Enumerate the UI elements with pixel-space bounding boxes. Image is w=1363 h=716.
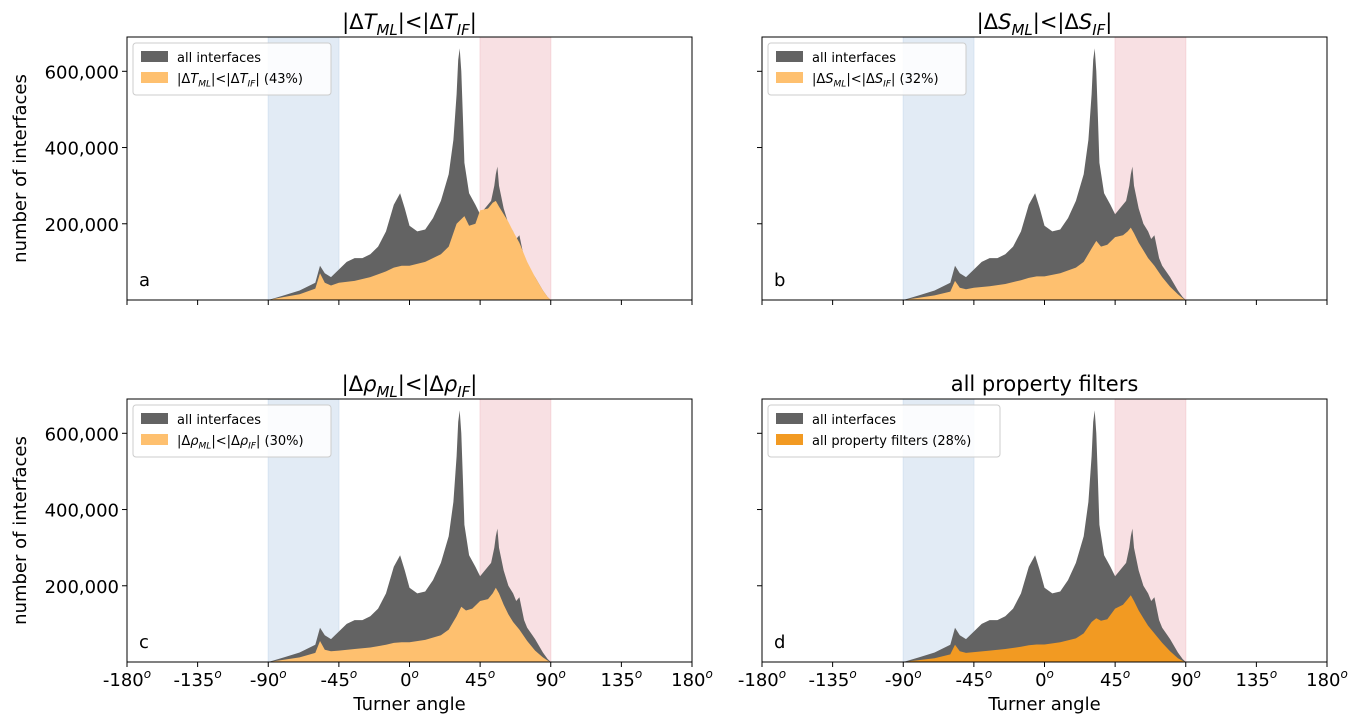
y-axis-label: number of interfaces [10, 436, 31, 625]
panel-title: |ΔSML​|<|ΔSIF​| [977, 10, 1113, 39]
panel-a: 200,000 400,000 600,000 |ΔTML​|<|ΔTIF​| a num… [10, 10, 693, 305]
x-tick-label: 180o [671, 667, 713, 691]
legend-box [132, 42, 332, 96]
legend-swatch [141, 413, 168, 424]
y-axis-label: number of interfaces [10, 74, 31, 263]
x-tick-label: -90o [250, 667, 287, 691]
legend-box [767, 404, 1001, 458]
series-1-area [903, 227, 1186, 300]
y-tick-label: 200,000 [45, 577, 119, 598]
panel-letter: b [774, 270, 785, 291]
legend-box [132, 404, 332, 458]
series-1-area [268, 200, 551, 300]
x-tick-label: 45o [465, 667, 495, 691]
legend-label: all interfaces [177, 51, 261, 66]
legend-swatch [776, 72, 803, 83]
legend-swatch [141, 72, 168, 83]
x-tick-label: 180o [1306, 667, 1348, 691]
panel-letter: d [774, 632, 785, 653]
legend-label: |ΔρML​|<|ΔρIF​| (30%) [177, 434, 304, 452]
series-0-area [903, 410, 1186, 662]
series-1-area [903, 595, 1186, 662]
x-axis-label: Turner angle [987, 694, 1100, 715]
panel-b: |ΔSML​|<|ΔSIF​| b all interfaces |ΔSML​|<|Δ… [757, 10, 1328, 305]
panel-d: -180o -135o -90o -45o 0o 45o 90o 135o 180o all pr… [738, 372, 1348, 715]
x-tick-label: -135o [174, 667, 222, 691]
panel-title: all property filters [951, 372, 1139, 396]
x-tick-label: 0o [1035, 667, 1054, 691]
legend-swatch [776, 51, 803, 62]
panel-letter: c [139, 632, 149, 653]
y-tick-label: 600,000 [45, 424, 119, 445]
legend-swatch [141, 434, 168, 445]
legend-swatch [776, 413, 803, 424]
x-tick-label: -180o [738, 667, 786, 691]
x-tick-label: -45o [956, 667, 993, 691]
series-1-area [268, 587, 551, 662]
x-tick-label: -135o [809, 667, 857, 691]
x-tick-label: -180o [103, 667, 151, 691]
y-tick-label: 600,000 [45, 62, 119, 83]
x-tick-label: 45o [1100, 667, 1130, 691]
legend-box [767, 42, 967, 96]
x-axis-label: Turner angle [352, 694, 465, 715]
x-tick-label: 135o [601, 667, 643, 691]
x-tick-label: -45o [321, 667, 358, 691]
legend-label: all interfaces [812, 51, 896, 66]
legend-label: |ΔSML​|<|ΔSIF​| (32%) [812, 72, 939, 90]
legend-label: all interfaces [177, 413, 261, 428]
x-tick-label: 90o [1171, 667, 1201, 691]
legend-label: all property filters (28%) [812, 434, 971, 449]
legend-swatch [141, 51, 168, 62]
legend-label: all interfaces [812, 413, 896, 428]
panel-letter: a [139, 270, 150, 291]
x-tick-label: 0o [400, 667, 419, 691]
panel-title: |ΔTML​|<|ΔTIF​| [342, 10, 477, 39]
panel-c: -180o -135o -90o -45o 0o 45o 90o 135o 180o 200,00… [10, 372, 713, 715]
x-tick-label: -90o [885, 667, 922, 691]
x-tick-label: 90o [536, 667, 566, 691]
panel-title: |ΔρML​|<|ΔρIF​| [342, 372, 478, 401]
y-tick-label: 400,000 [45, 501, 119, 522]
legend-label: |ΔTML​|<|ΔTIF​| (43%) [177, 72, 303, 90]
x-tick-label: 135o [1236, 667, 1278, 691]
y-tick-label: 200,000 [45, 215, 119, 236]
legend-swatch [776, 434, 803, 445]
y-tick-label: 400,000 [45, 139, 119, 160]
series-0-area [268, 410, 551, 662]
